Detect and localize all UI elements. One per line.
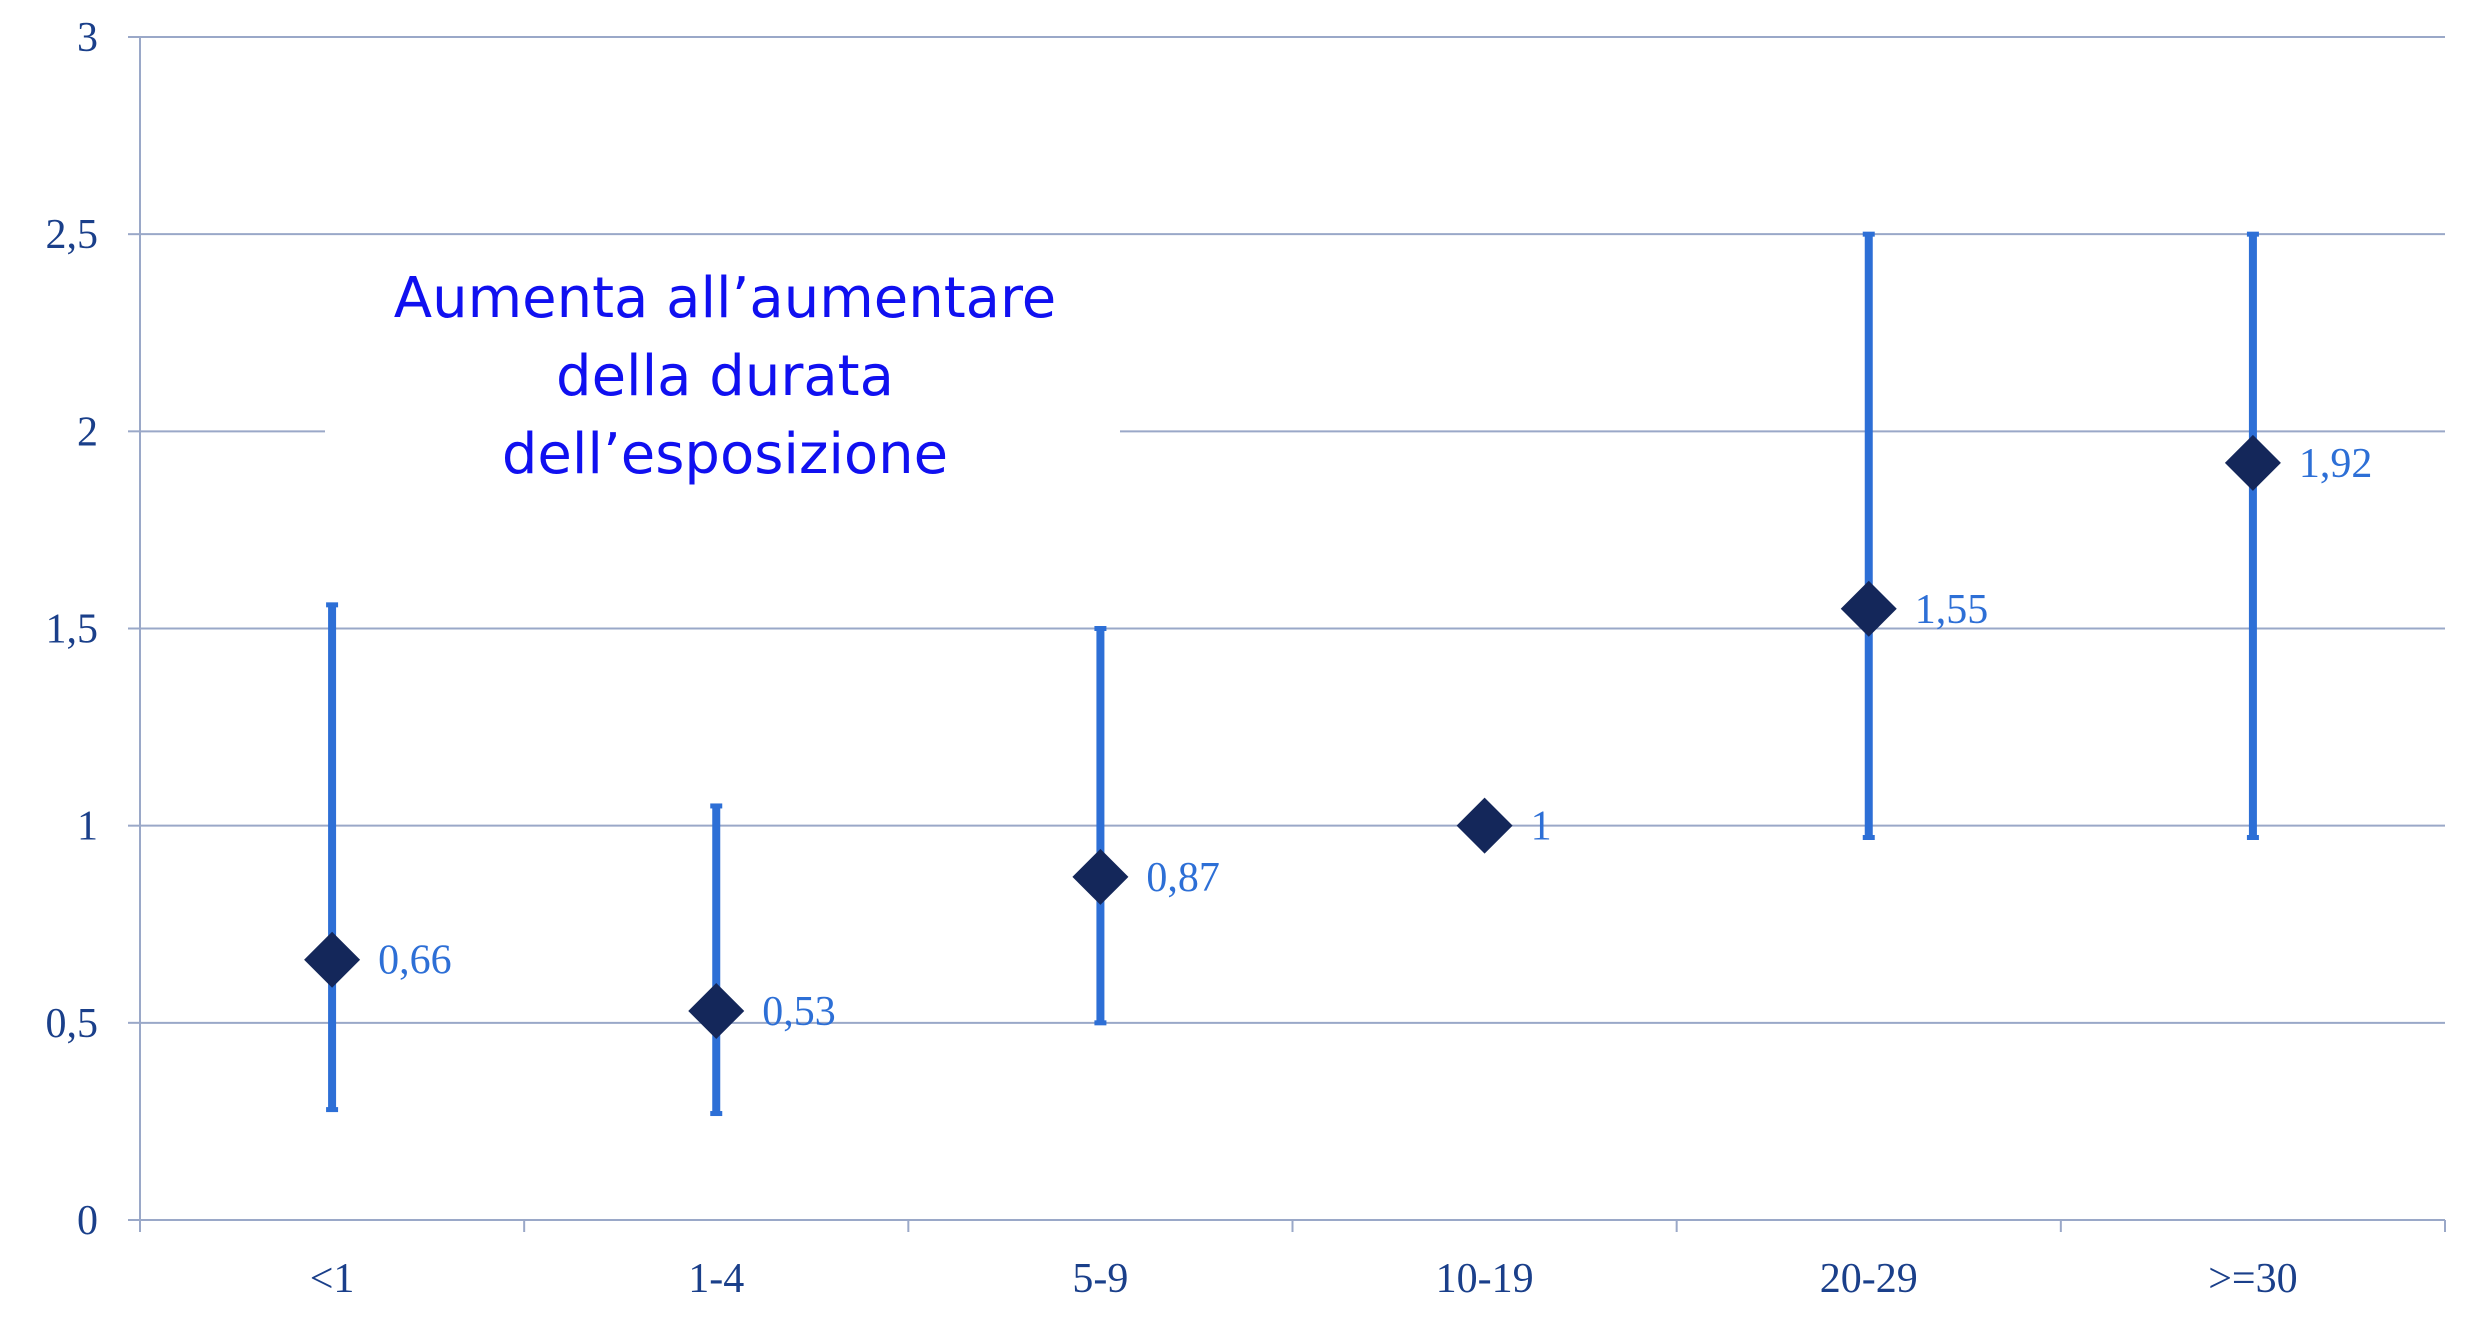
markers xyxy=(304,434,2281,1040)
y-tick-labels: 0 0,5 1 1,5 2 2,5 3 xyxy=(46,15,99,1244)
axes xyxy=(128,36,2446,1232)
x-tick-label: <1 xyxy=(310,1256,355,1302)
data-label: 1,92 xyxy=(2299,441,2373,487)
x-tick-label: 5-9 xyxy=(1072,1256,1128,1302)
data-label: 0,66 xyxy=(378,938,452,984)
annotation-line-3: dell’esposizione xyxy=(502,422,948,487)
y-tick-label: 0,5 xyxy=(46,1001,99,1047)
data-point-marker xyxy=(1840,580,1897,637)
data-point-marker xyxy=(1456,797,1513,854)
x-tick-label: 20-29 xyxy=(1820,1256,1918,1302)
data-point-marker xyxy=(2224,434,2281,491)
data-point-marker xyxy=(1072,848,1129,905)
x-tick-labels: <1 1-4 5-9 10-19 20-29 >=30 xyxy=(310,1256,2298,1302)
x-tick-label: >=30 xyxy=(2208,1256,2297,1302)
annotation-line-2: della durata xyxy=(556,344,894,409)
y-tick-label: 2,5 xyxy=(46,212,99,258)
x-tick-label: 10-19 xyxy=(1436,1256,1534,1302)
y-tick-label: 1,5 xyxy=(46,607,99,653)
data-point-marker xyxy=(304,931,361,988)
annotation-background xyxy=(325,262,1120,497)
y-tick-label: 3 xyxy=(77,15,98,61)
data-label: 0,53 xyxy=(762,989,836,1035)
error-bars xyxy=(326,231,2259,1117)
gridlines xyxy=(140,36,2445,1024)
y-tick-label: 1 xyxy=(77,804,98,850)
y-tick-label: 2 xyxy=(77,409,98,455)
data-label: 1,55 xyxy=(1915,587,1989,633)
x-tick-label: 1-4 xyxy=(688,1256,744,1302)
data-labels: 0,66 0,53 0,87 1 1,55 1,92 xyxy=(378,441,2372,1035)
data-point-marker xyxy=(688,983,745,1040)
annotation: Aumenta all’aumentare della durata dell’… xyxy=(394,266,1056,487)
data-label: 1 xyxy=(1531,804,1552,850)
data-label: 0,87 xyxy=(1146,855,1220,901)
annotation-line-1: Aumenta all’aumentare xyxy=(394,266,1056,331)
y-tick-label: 0 xyxy=(77,1198,98,1244)
